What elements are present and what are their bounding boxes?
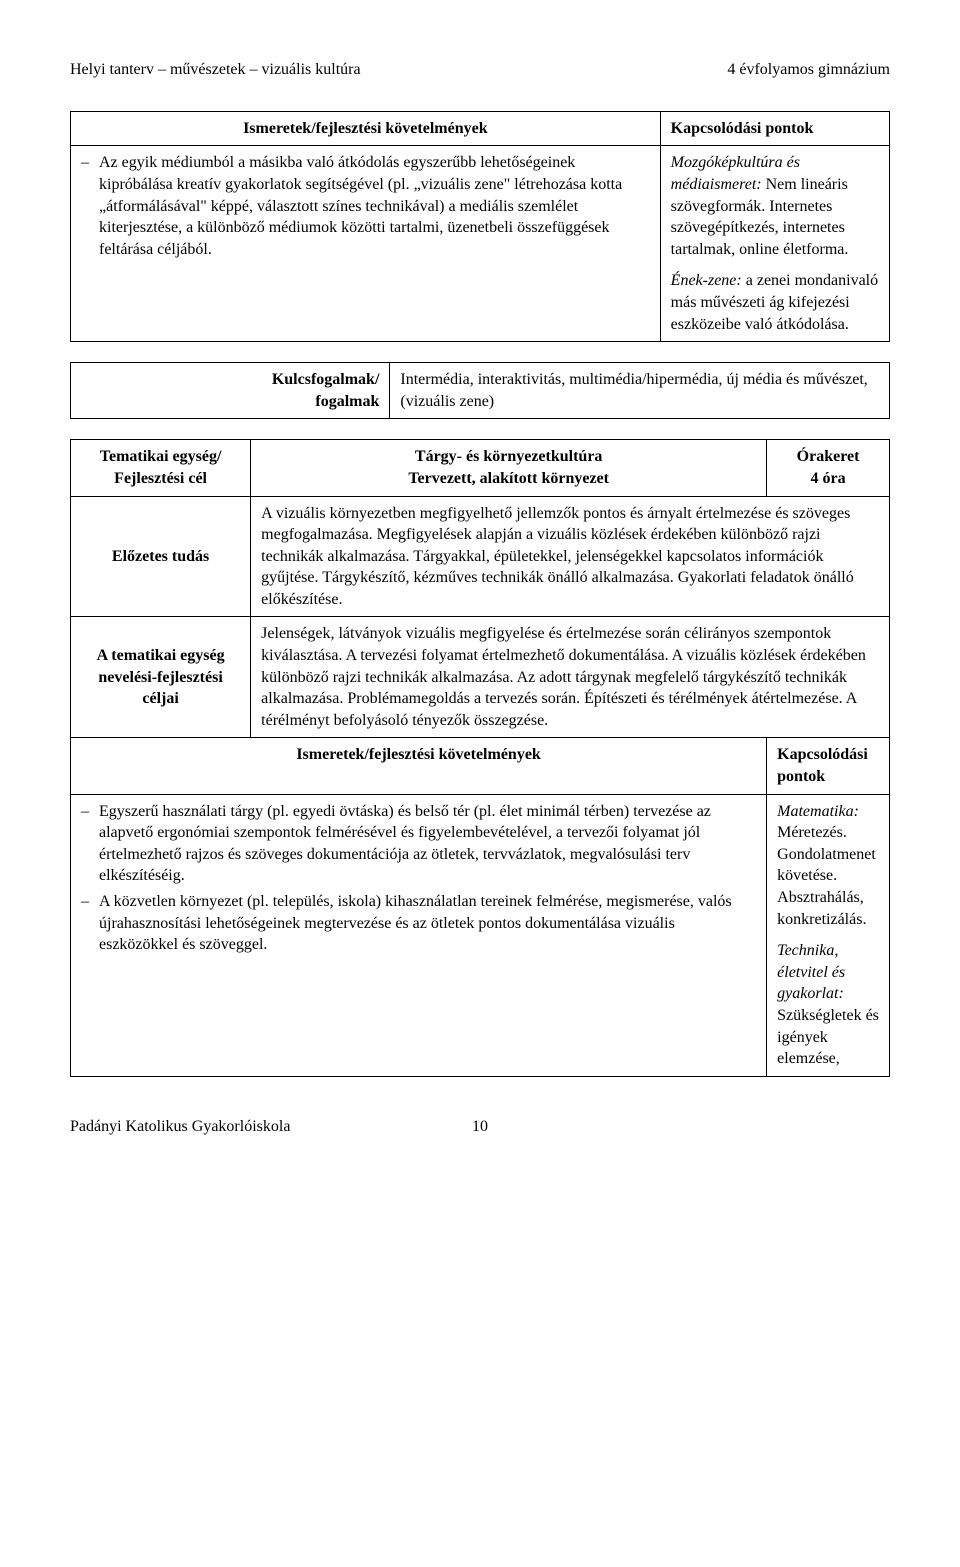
subject-name: Ének-zene: (671, 272, 742, 289)
table-tematikai: Tematikai egység/ Fejlesztési cél Tárgy-… (70, 439, 890, 1076)
t2-content: Intermédia, interaktivitás, multimédia/h… (390, 363, 890, 419)
page-header: Helyi tanterv – művészetek – vizuális ku… (70, 60, 890, 81)
t1-body-right: Mozgóképkultúra és médiaismeret: Nem lin… (660, 146, 889, 342)
t3-r5-right: Matematika: Méretezés. Gondolatmenet köv… (767, 794, 890, 1076)
bullet-dash: – (81, 891, 99, 956)
subject-desc: Szükségletek és igények elemzése, (777, 1007, 879, 1067)
t1-header-left: Ismeretek/fejlesztési követelmények (71, 111, 661, 146)
list-item: – Egyszerű használati tárgy (pl. egyedi … (81, 801, 756, 887)
t1-body-left: – Az egyik médiumból a másikba való átkó… (71, 146, 661, 342)
bullet-text: Egyszerű használati tárgy (pl. egyedi öv… (99, 801, 756, 887)
t3-r2c2: A vizuális környezetben megfigyelhető je… (251, 496, 890, 617)
t3-r4-header-right: Kapcsolódási pontok (767, 738, 890, 794)
t3-r1c2: Tárgy- és környezetkultúra Tervezett, al… (251, 440, 767, 496)
t3-r1c1: Tematikai egység/ Fejlesztési cél (71, 440, 251, 496)
list-item: – Az egyik médiumból a másikba való átkó… (81, 152, 650, 260)
footer-left: Padányi Katolikus Gyakorlóiskola (70, 1117, 447, 1138)
bullet-dash: – (81, 801, 99, 887)
bullet-dash: – (81, 152, 99, 260)
orakeret-value: 4 óra (777, 468, 879, 490)
bullet-text: Az egyik médiumból a másikba való átkódo… (99, 152, 650, 260)
header-left: Helyi tanterv – művészetek – vizuális ku… (70, 60, 361, 81)
list-item: – A közvetlen környezet (pl. település, … (81, 891, 756, 956)
t3-r2c1: Előzetes tudás (71, 496, 251, 617)
page-footer: Padányi Katolikus Gyakorlóiskola 10 (70, 1117, 890, 1138)
t3-r3c2: Jelenségek, látványok vizuális megfigyel… (251, 617, 890, 738)
kulcsfogalmak-label-2: fogalmak (261, 391, 380, 413)
page-number: 10 (447, 1117, 513, 1138)
t3-r3c1: A tematikai egység nevelési-fejlesztési … (71, 617, 251, 738)
tematikai-egyseg-label-1: Tematikai egység/ (81, 446, 240, 468)
kulcsfogalmak-label-1: Kulcsfogalmak/ (261, 369, 380, 391)
bullet-text: A közvetlen környezet (pl. település, is… (99, 891, 756, 956)
topic-title-2: Tervezett, alakított környezet (261, 468, 756, 490)
subject-name: Technika, életvitel és gyakorlat: (777, 942, 845, 1002)
t1-header-right: Kapcsolódási pontok (660, 111, 889, 146)
related-subject-1: Mozgóképkultúra és médiaismeret: Nem lin… (671, 152, 879, 260)
orakeret-label: Órakeret (777, 446, 879, 468)
t2-label-cell: Kulcsfogalmak/ fogalmak (251, 363, 390, 419)
related-subject-3: Matematika: Méretezés. Gondolatmenet köv… (777, 801, 879, 931)
related-subject-4: Technika, életvitel és gyakorlat: Szüksé… (777, 940, 879, 1070)
t3-r1c3: Órakeret 4 óra (767, 440, 890, 496)
table-ismeretek-1: Ismeretek/fejlesztési követelmények Kapc… (70, 111, 890, 342)
tematikai-egyseg-label-2: Fejlesztési cél (81, 468, 240, 490)
table-kulcsfogalmak: Kulcsfogalmak/ fogalmak Intermédia, inte… (70, 362, 890, 419)
subject-desc: Méretezés. Gondolatmenet követése. Abszt… (777, 824, 876, 927)
t3-r4-header-left: Ismeretek/fejlesztési követelmények (71, 738, 767, 794)
header-right: 4 évfolyamos gimnázium (727, 60, 890, 81)
t2-spacer (71, 363, 251, 419)
subject-name: Matematika: (777, 803, 859, 820)
topic-title-1: Tárgy- és környezetkultúra (261, 446, 756, 468)
t3-r5-left: – Egyszerű használati tárgy (pl. egyedi … (71, 794, 767, 1076)
related-subject-2: Ének-zene: a zenei mondanivaló más művés… (671, 270, 879, 335)
